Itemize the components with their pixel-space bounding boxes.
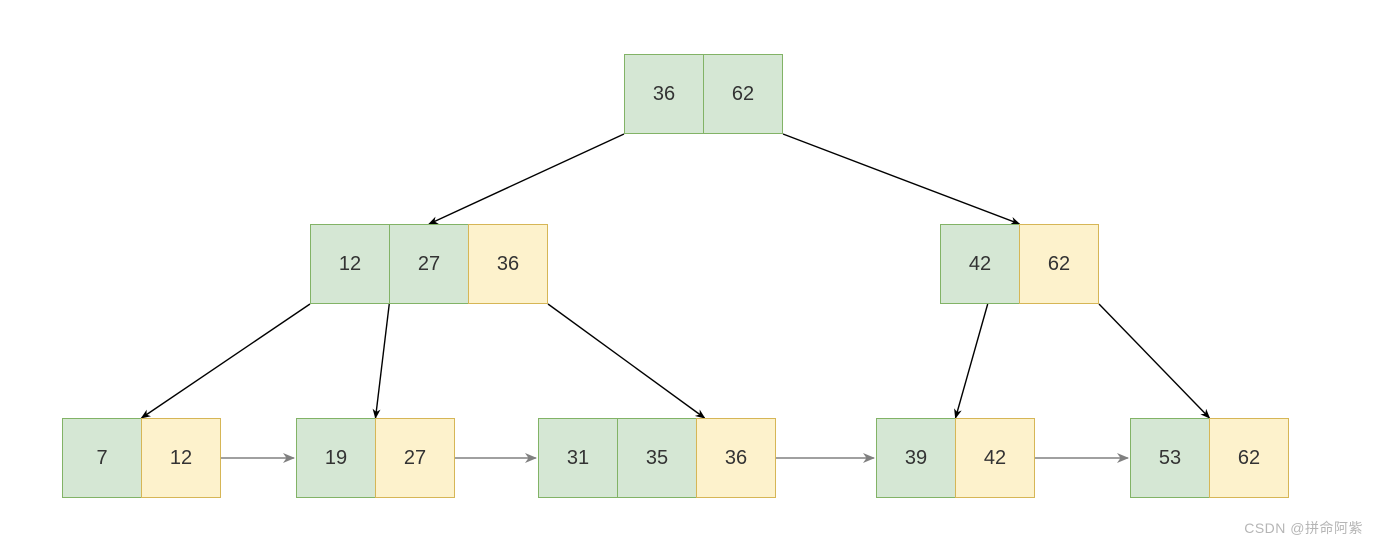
node-cell: 36: [624, 54, 704, 134]
tree-node-l4: 3942: [876, 418, 1035, 498]
node-cell: 62: [1019, 224, 1099, 304]
tree-node-l1: 712: [62, 418, 221, 498]
node-cell: 42: [955, 418, 1035, 498]
tree-edge: [1099, 304, 1210, 418]
node-cell: 27: [375, 418, 455, 498]
tree-edge: [956, 304, 988, 418]
node-cell: 31: [538, 418, 618, 498]
tree-edge: [142, 304, 311, 418]
tree-edge: [548, 304, 705, 418]
node-cell: 42: [940, 224, 1020, 304]
tree-node-root: 3662: [624, 54, 783, 134]
node-cell: 36: [696, 418, 776, 498]
node-cell: 35: [617, 418, 697, 498]
node-cell: 19: [296, 418, 376, 498]
tree-node-l3: 313536: [538, 418, 776, 498]
tree-edge: [783, 134, 1020, 224]
node-cell: 62: [1209, 418, 1289, 498]
node-cell: 7: [62, 418, 142, 498]
node-cell: 39: [876, 418, 956, 498]
node-cell: 36: [468, 224, 548, 304]
tree-edge: [429, 134, 624, 224]
node-cell: 62: [703, 54, 783, 134]
tree-node-l5: 5362: [1130, 418, 1289, 498]
node-cell: 53: [1130, 418, 1210, 498]
tree-edge: [376, 304, 390, 418]
node-cell: 12: [141, 418, 221, 498]
node-cell: 12: [310, 224, 390, 304]
tree-node-l2: 1927: [296, 418, 455, 498]
tree-node-i1: 122736: [310, 224, 548, 304]
tree-node-i2: 4262: [940, 224, 1099, 304]
node-cell: 27: [389, 224, 469, 304]
watermark: CSDN @拼命阿紫: [1244, 518, 1363, 538]
